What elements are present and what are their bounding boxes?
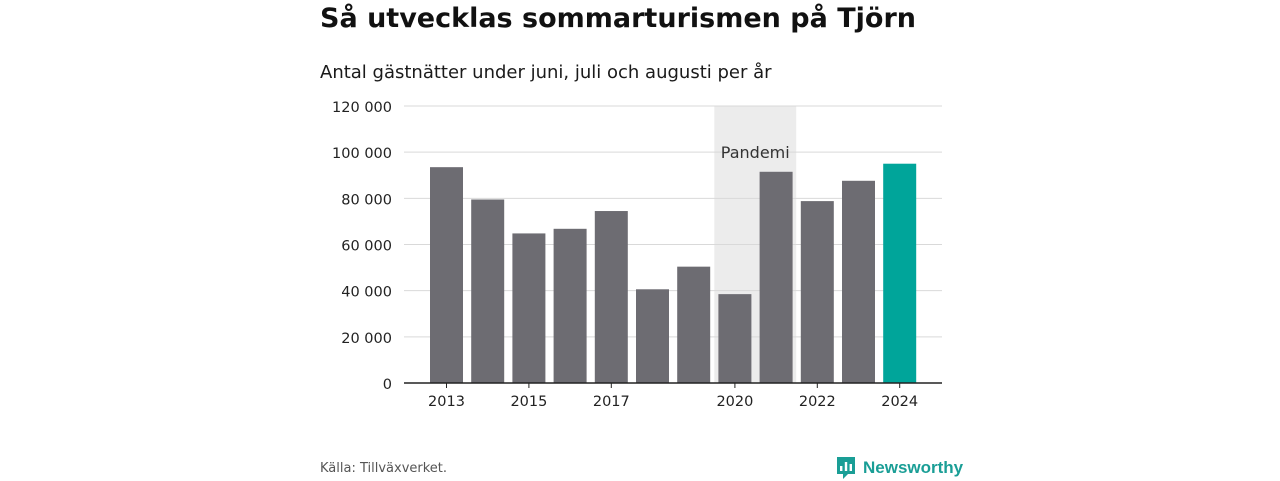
x-tick-label: 2020 <box>716 394 753 410</box>
bar-2013 <box>430 167 463 383</box>
axis-layer: 0 20 000 40 000 60 000 80 000 100 000 120 000 P… <box>332 100 942 410</box>
bar-2014 <box>471 199 505 383</box>
bar-2015 <box>512 233 546 383</box>
y-tick-label: 60 000 <box>341 239 392 255</box>
y-tick-label: 80 000 <box>341 192 392 208</box>
chart-subtitle: Antal gästnätter under juni, juli och au… <box>320 62 772 83</box>
x-tick-label: 2022 <box>799 394 836 410</box>
y-tick-label: 120 000 <box>332 100 392 116</box>
bar-2019 <box>677 266 711 383</box>
y-tick-label: 100 000 <box>332 146 392 162</box>
y-tick-label: 0 <box>383 377 392 393</box>
bars-layer <box>430 163 917 383</box>
newsworthy-logo-icon <box>837 457 855 479</box>
annotation-label: Pandemi <box>721 143 790 162</box>
y-tick-label: 20 000 <box>341 331 392 347</box>
bar-2020 <box>718 294 752 383</box>
source-note: Källa: Tillväxverket. <box>320 461 448 476</box>
bar-2024 <box>883 163 917 383</box>
x-tick-label: 2013 <box>428 394 465 410</box>
chart-title: Så utvecklas sommarturismen på Tjörn <box>320 3 916 34</box>
bar-2016 <box>553 228 587 383</box>
bar-2023 <box>842 180 875 383</box>
x-tick-label: 2024 <box>881 394 918 410</box>
x-tick-label: 2017 <box>593 394 630 410</box>
bar-2017 <box>594 211 628 383</box>
y-tick-label: 40 000 <box>341 285 392 301</box>
brand-name: Newsworthy <box>863 458 964 477</box>
x-tick-label: 2015 <box>510 394 547 410</box>
bar-2022 <box>800 201 834 383</box>
bar-2021 <box>759 171 793 383</box>
bar-2018 <box>636 289 669 383</box>
brand[interactable]: Newsworthy <box>835 455 963 481</box>
